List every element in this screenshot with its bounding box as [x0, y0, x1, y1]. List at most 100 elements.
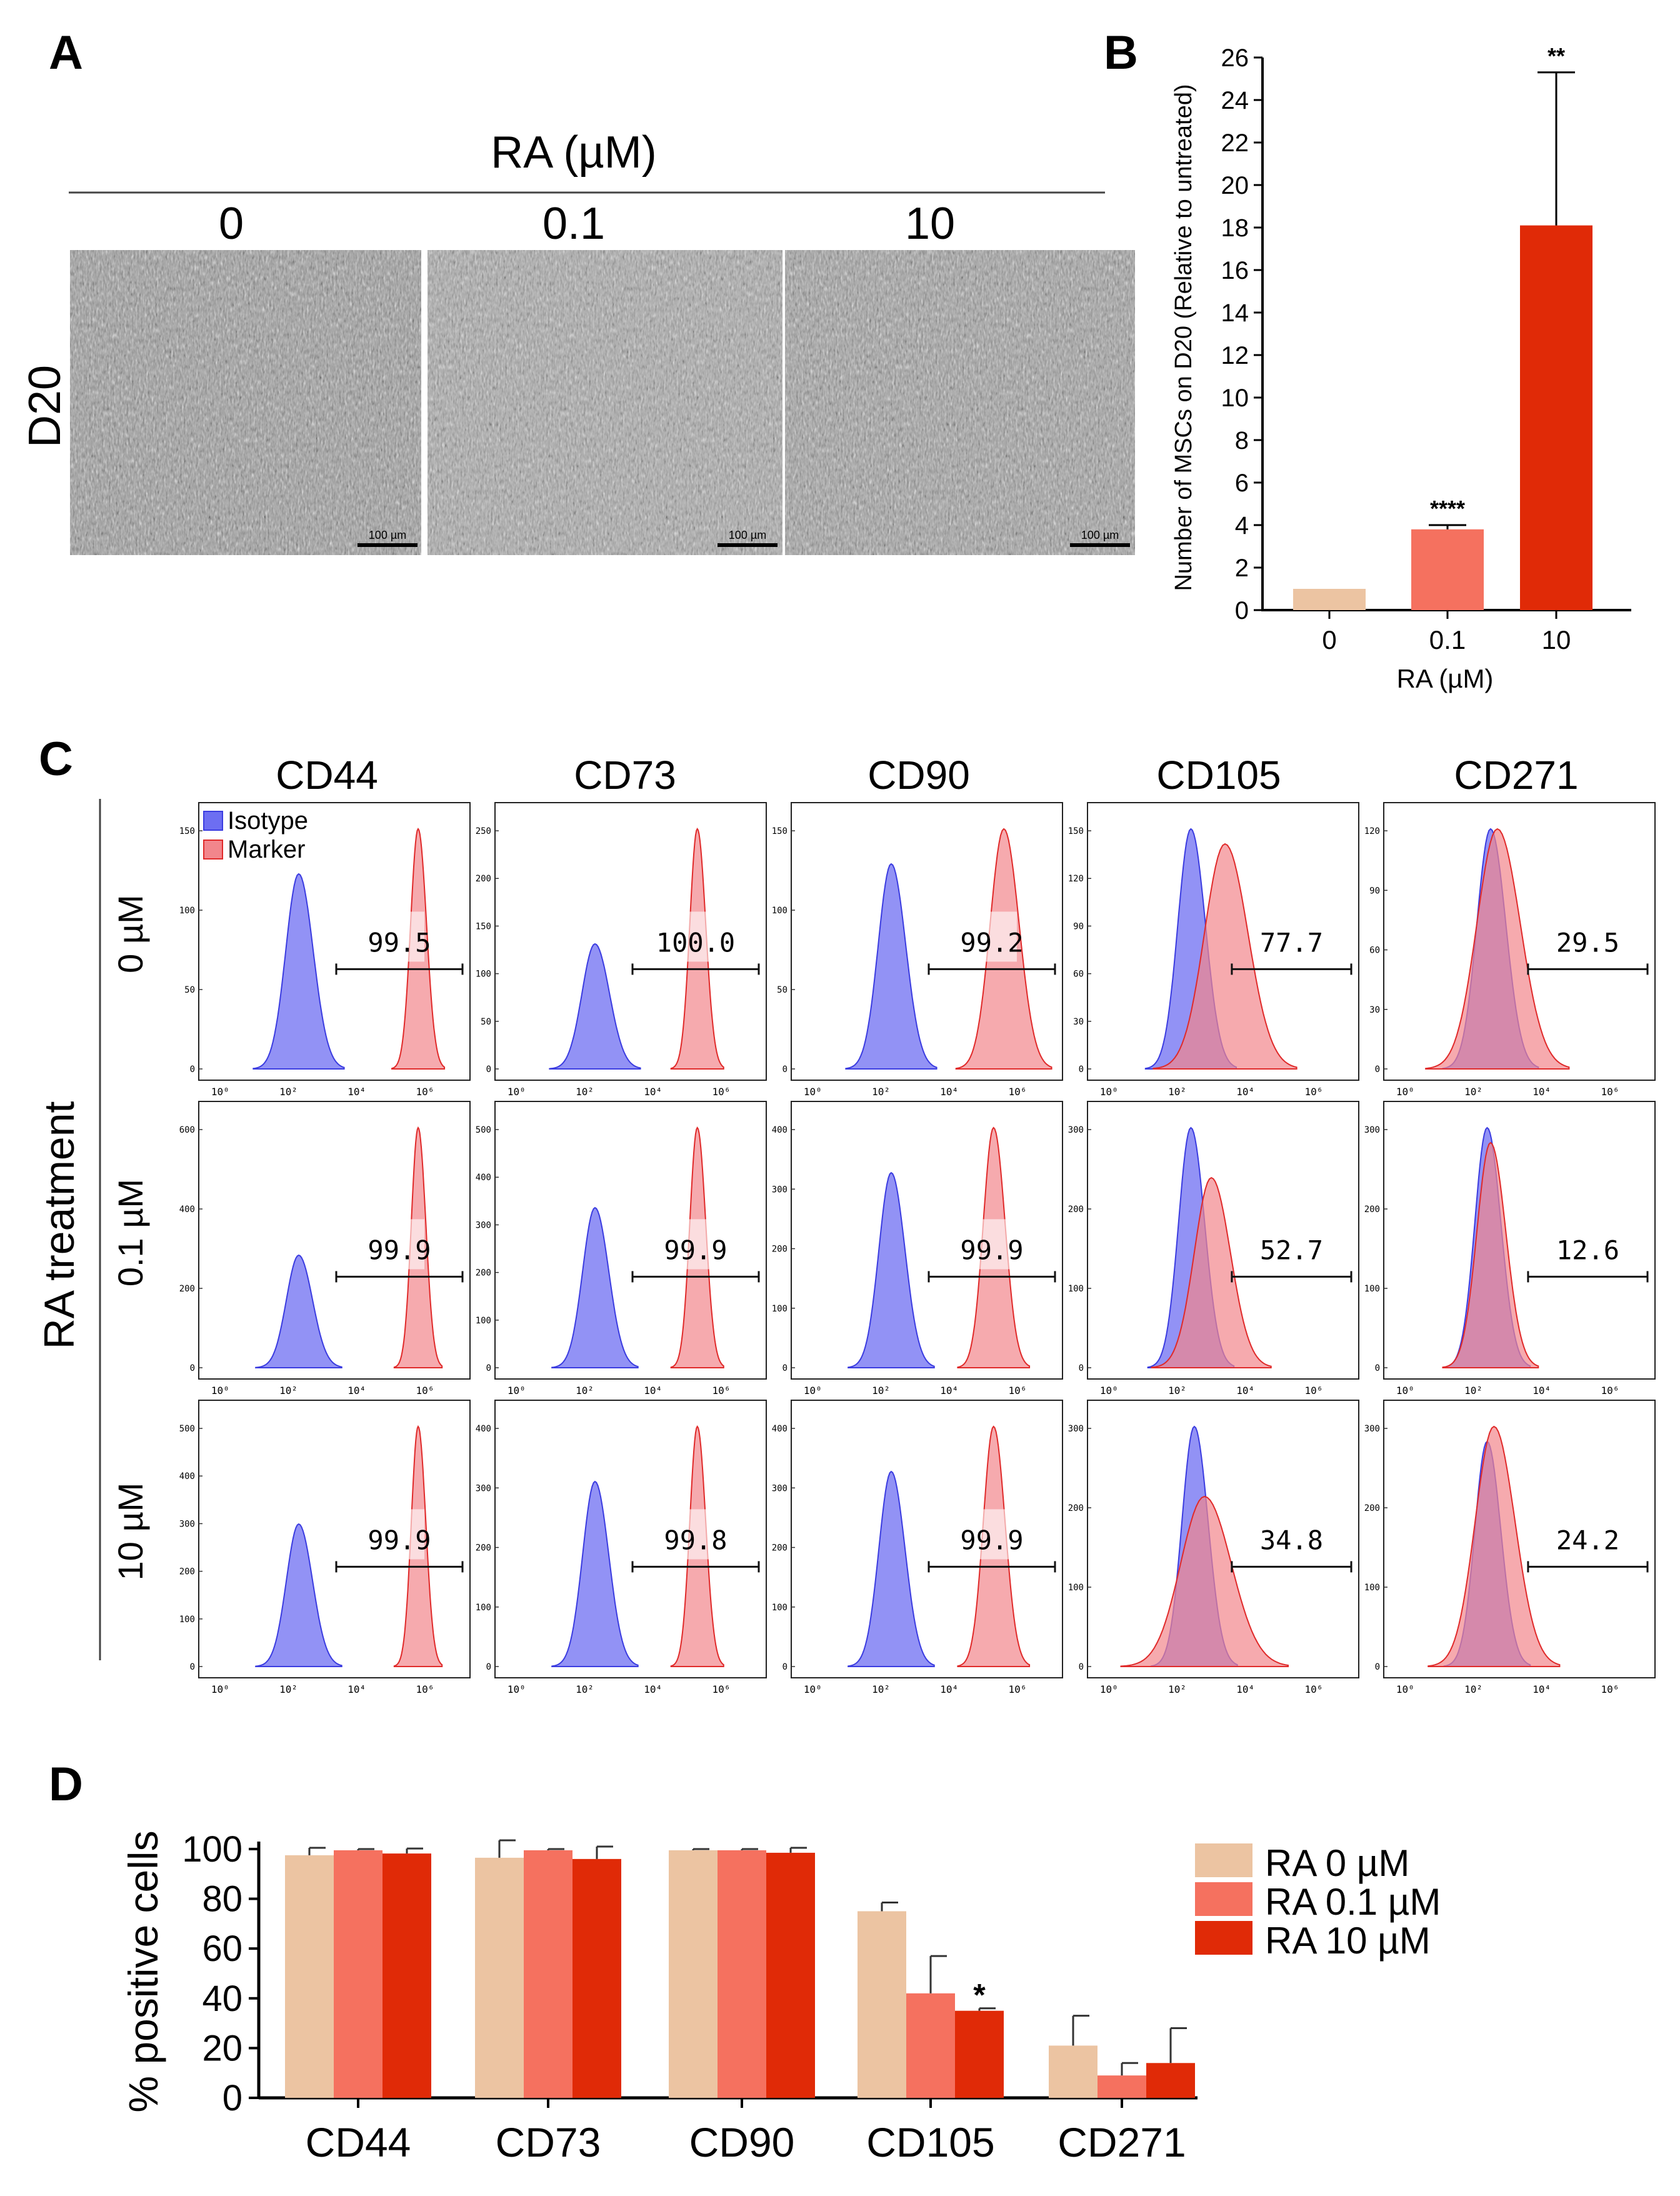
y-tick-label: 100 — [1364, 1583, 1380, 1593]
y-tick-label: 0 — [1079, 1065, 1084, 1075]
x-tick-label: 10⁴ — [940, 1683, 958, 1695]
gate-label-bg — [671, 911, 721, 962]
y-tick-label: 80 — [202, 1879, 242, 1920]
x-tick-label: 10² — [1464, 1385, 1482, 1396]
gate-label-bg — [1562, 1219, 1613, 1270]
x-tick-label: 10² — [1464, 1683, 1482, 1695]
x-tick-label: 10⁶ — [416, 1086, 434, 1098]
isotype-histogram — [255, 1254, 342, 1368]
bar — [955, 2010, 1004, 2098]
y-tick-label: 150 — [476, 921, 491, 931]
y-tick-label: 200 — [772, 1245, 788, 1255]
y-tick-label: 40 — [202, 1978, 242, 2019]
legend-swatch — [1195, 1843, 1252, 1877]
bar — [382, 1853, 431, 2098]
x-tick-label: CD90 — [689, 2119, 795, 2165]
x-tick-label: 10 — [1542, 625, 1571, 654]
bar — [1293, 589, 1366, 610]
y-tick-label: 0 — [1375, 1363, 1380, 1373]
x-tick-label: 10⁶ — [1304, 1385, 1322, 1396]
bar — [906, 1993, 955, 2098]
y-tick-label: 300 — [772, 1185, 788, 1195]
legend-label: RA 10 µM — [1265, 1920, 1431, 1962]
panel-a-row-label: D20 — [20, 365, 70, 448]
gate-percent: 24.2 — [1556, 1525, 1619, 1555]
y-tick-label: 400 — [772, 1424, 788, 1434]
y-tick-label: 0 — [1079, 1363, 1084, 1373]
x-tick-label: 10⁴ — [348, 1385, 366, 1396]
y-tick-label: 10 — [1221, 384, 1249, 412]
y-tick-label: 100 — [476, 970, 491, 980]
y-tick-label: 120 — [1068, 874, 1084, 884]
y-tick-label: 6 — [1235, 469, 1249, 497]
panel-letter-a: A — [49, 26, 83, 79]
y-tick-label: 200 — [476, 1543, 491, 1553]
y-tick-label: 50 — [777, 985, 788, 995]
gate-label-bg — [1266, 911, 1317, 962]
x-tick-label: 10² — [872, 1683, 890, 1695]
y-tick-label: 0 — [486, 1065, 491, 1075]
gate-percent: 99.2 — [960, 927, 1023, 958]
row-label: 0 µM — [111, 895, 150, 973]
y-tick-label: 0 — [782, 1065, 788, 1075]
x-tick-label: 10⁶ — [1601, 1683, 1619, 1695]
row-group-label: RA treatment — [36, 1101, 83, 1349]
marker-histogram — [1120, 1495, 1289, 1667]
x-tick-label: 10⁶ — [712, 1385, 730, 1396]
y-tick-label: 0 — [190, 1065, 195, 1075]
bar — [285, 1855, 334, 2098]
x-tick-label: 10⁴ — [940, 1086, 958, 1098]
y-tick-label: 150 — [772, 826, 788, 836]
gate-percent: 99.9 — [368, 1235, 431, 1265]
x-tick-label: 10⁰ — [508, 1086, 526, 1098]
gate-percent: 99.8 — [664, 1525, 727, 1555]
gate-percent: 52.7 — [1260, 1235, 1323, 1265]
y-tick-label: 200 — [772, 1543, 788, 1553]
y-tick-label: 24 — [1221, 87, 1249, 114]
bar — [524, 1850, 572, 2098]
y-tick-label: 200 — [1068, 1205, 1084, 1215]
bar — [475, 1857, 524, 2098]
y-tick-label: 100 — [772, 1603, 788, 1613]
x-tick-label: 10⁴ — [348, 1683, 366, 1695]
y-tick-label: 2 — [1235, 554, 1249, 582]
gate-percent: 100.0 — [656, 927, 735, 958]
y-tick-label: 300 — [1364, 1125, 1380, 1135]
y-tick-label: 200 — [476, 874, 491, 884]
x-tick-label: 10⁶ — [1008, 1385, 1026, 1396]
y-tick-label: 100 — [476, 1316, 491, 1326]
histogram-frame — [791, 1101, 1063, 1380]
panel-a: RA (µM) 0 0.1 10 D20 100 µm 100 µm 100 µ… — [20, 128, 1135, 555]
bar — [858, 1911, 906, 2098]
x-tick-label: 10⁴ — [644, 1385, 662, 1396]
panel-a-col-label: 10 — [905, 199, 955, 249]
gate-label-bg — [1266, 1509, 1317, 1560]
y-axis-label: Number of MSCs on D20 (Relative to untre… — [1171, 84, 1197, 591]
x-tick-label: CD73 — [496, 2119, 601, 2165]
x-tick-label: 10⁴ — [940, 1385, 958, 1396]
y-tick-label: 120 — [1364, 826, 1380, 836]
legend-swatch — [1195, 1921, 1252, 1955]
scale-bar-label: 100 µm — [729, 529, 766, 541]
x-tick-label: 10⁰ — [211, 1086, 229, 1098]
y-tick-label: 20 — [1221, 172, 1249, 199]
isotype-histogram — [252, 873, 345, 1070]
y-tick-label: 150 — [1068, 826, 1084, 836]
y-axis-label: % positive cells — [120, 1830, 166, 2112]
panel-letter-d: D — [49, 1758, 83, 1811]
x-tick-label: 10⁰ — [508, 1683, 526, 1695]
y-tick-label: 100 — [1068, 1583, 1084, 1593]
y-tick-label: 22 — [1221, 129, 1249, 157]
legend-label: RA 0 µM — [1265, 1842, 1409, 1884]
y-tick-label: 8 — [1235, 427, 1249, 454]
bar — [1520, 225, 1592, 611]
y-tick-label: 100 — [1068, 1284, 1084, 1294]
isotype-histogram — [551, 1480, 639, 1667]
bar — [1049, 2045, 1098, 2098]
y-tick-label: 400 — [772, 1125, 788, 1135]
histogram-frame — [494, 802, 767, 1081]
bar — [1098, 2075, 1146, 2098]
y-tick-label: 18 — [1221, 214, 1249, 242]
y-tick-label: 20 — [202, 2028, 242, 2068]
x-tick-label: 10⁰ — [1100, 1385, 1118, 1396]
